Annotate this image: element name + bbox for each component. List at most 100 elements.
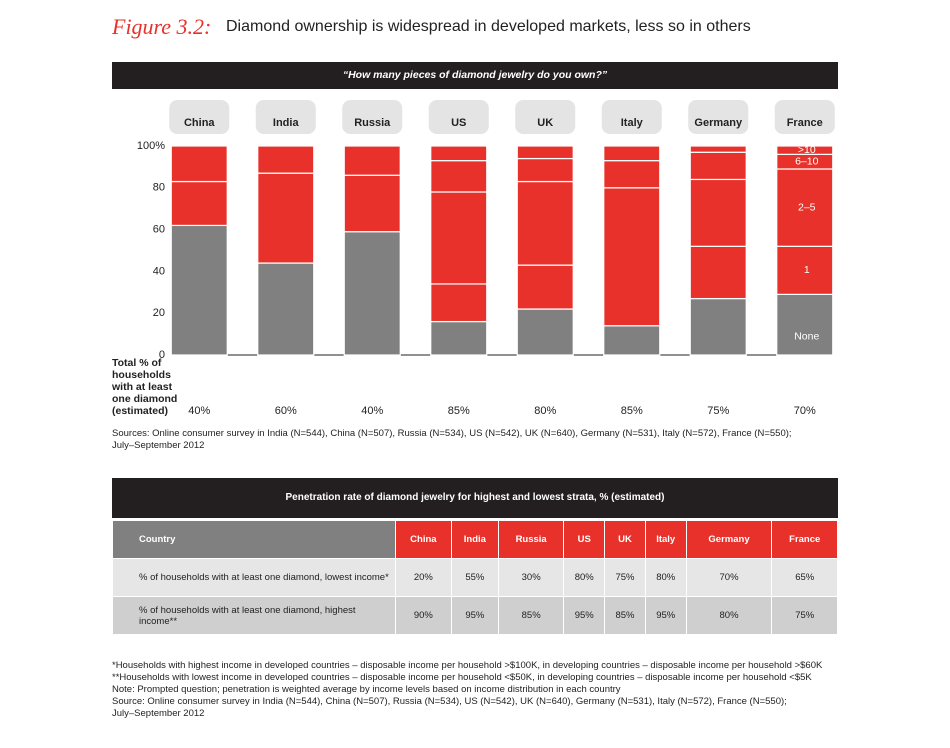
source-line: July–September 2012 [112,440,205,451]
y-tick-label: 20 [153,307,165,319]
header-cell: Germany [685,520,773,559]
bar-segment [689,297,747,356]
table-cell: 75% [771,596,838,635]
x-tick-label: Russia [354,117,391,129]
country-map [255,100,316,134]
table-cell: 90% [395,596,452,635]
x-tick-label: Italy [621,117,644,129]
header-cell: China [395,520,452,559]
total-value: 85% [448,405,470,417]
total-value: 40% [188,405,210,417]
table-row: % of households with at least one diamon… [112,558,838,597]
header-cell: France [771,520,838,559]
table-cell: 80% [685,596,773,635]
bar-segment [516,180,574,266]
bar-segment [257,145,315,174]
bar-segment [689,178,747,247]
bar-segment [776,293,834,356]
table-cell: % of households with at least one diamon… [112,558,396,597]
country-map [428,100,489,134]
table-cell: 30% [497,558,565,597]
x-tick-label: Germany [694,117,743,129]
bar-segment [516,264,574,310]
bar-segment [170,224,228,356]
segment-label: None [794,330,819,342]
bar-segment [603,187,661,327]
figure-label: Figure 3.2: [112,14,212,39]
bar-segment [516,157,574,183]
bar-segment [170,145,228,183]
notes: *Households with highest income in devel… [112,660,872,720]
total-value: 40% [361,405,383,417]
figure-title: Diamond ownership is widespread in devel… [226,18,751,35]
bar-segment [430,145,488,162]
segment-label: 1 [804,264,810,276]
country-map [601,100,662,134]
bar-segment [516,145,574,160]
bar-segment [343,174,401,233]
table-cell: 65% [771,558,838,597]
y-tick-label: 60 [153,224,165,236]
total-value: 80% [534,405,556,417]
table-row: % of households with at least one diamon… [112,596,838,635]
bar-segment [257,262,315,356]
note-line: **Households with lowest income in devel… [112,672,812,683]
bar-segment [430,191,488,285]
table-header-row: Country China India Russia US UK Italy Germany F… [112,520,838,559]
table-cell: 55% [450,558,499,597]
table-cell: 80% [563,558,606,597]
table-cell: % of households with at least one diamon… [112,596,396,635]
bar-segment [430,320,488,356]
bar-segment [603,145,661,162]
note-line: Source: Online consumer survey in India … [112,696,787,707]
x-tick-label: UK [537,117,553,129]
bar-segment [343,231,401,356]
chart-title: “How many pieces of diamond jewelry do y… [112,62,838,89]
bar-segment [603,160,661,189]
bar-segment [257,172,315,264]
bar-segment [343,145,401,176]
country-map [515,100,576,134]
table-cell: 70% [685,558,773,597]
y-tick-label: 80 [153,182,165,194]
chart: 0 20 40 60 80 100% China 40% India 60% Russia 40% US… [137,100,835,417]
source-line: Sources: Online consumer survey in India… [112,428,792,439]
table-cell: 95% [563,596,606,635]
total-value: 70% [794,405,816,417]
total-value: 75% [707,405,729,417]
x-tick-label: India [273,117,300,129]
header-cell: Country [112,520,396,559]
segment-label: >10 [798,144,816,156]
x-tick-label: China [184,117,215,129]
header-cell: Russia [497,520,565,559]
country-map [342,100,403,134]
bar-segment [776,168,834,247]
table-cell: 80% [644,558,687,597]
bar-segment [170,180,228,227]
country-map [169,100,230,134]
table-cell: 85% [604,596,646,635]
table-cell: 20% [395,558,452,597]
bar-segment [430,160,488,193]
header-cell: India [450,520,499,559]
total-value: 60% [275,405,297,417]
bar-segment [776,145,834,155]
x-tick-label: US [451,117,466,129]
header-cell: US [563,520,606,559]
bar-segment [430,283,488,323]
table-cell: 95% [450,596,499,635]
table-cell: 95% [644,596,687,635]
country-map [688,100,749,134]
table-cell: 85% [497,596,565,635]
table-cell: 75% [604,558,646,597]
bar-segment [776,245,834,295]
note-line: *Households with highest income in devel… [112,660,823,671]
table-title: Penetration rate of diamond jewelry for … [112,478,838,518]
totals-label: Total % of households with at least one … [112,357,178,417]
bar-segment [689,151,747,181]
note-line: Note: Prompted question; penetration is … [112,684,621,695]
y-tick-label: 0 [159,349,165,361]
segment-label: 6–10 [795,155,819,167]
bar-segment [689,245,747,300]
